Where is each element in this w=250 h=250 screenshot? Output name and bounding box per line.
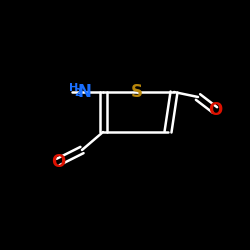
- Text: N: N: [77, 83, 91, 101]
- Text: O: O: [51, 153, 65, 171]
- Text: O: O: [208, 101, 222, 119]
- Text: H: H: [70, 83, 78, 93]
- Text: 2: 2: [74, 88, 82, 98]
- Text: S: S: [131, 83, 143, 101]
